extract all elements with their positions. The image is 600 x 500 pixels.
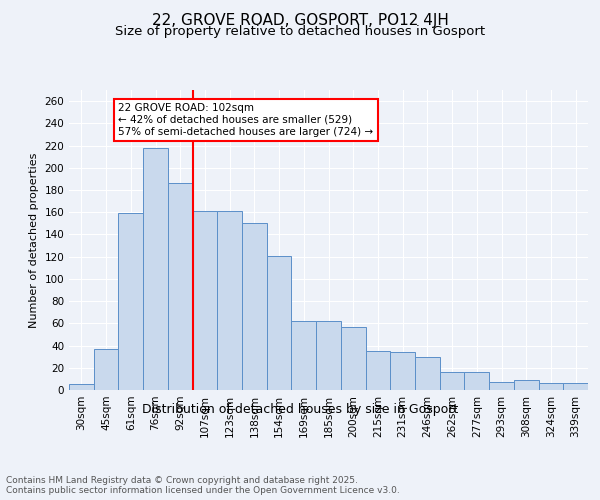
Bar <box>292 321 316 390</box>
Y-axis label: Number of detached properties: Number of detached properties <box>29 152 39 328</box>
Bar <box>143 148 168 390</box>
Text: Distribution of detached houses by size in Gosport: Distribution of detached houses by size … <box>142 402 458 415</box>
Bar <box>168 184 193 390</box>
Bar <box>118 214 143 390</box>
Bar <box>242 224 267 390</box>
Bar <box>539 384 563 390</box>
Bar <box>69 384 94 390</box>
Bar <box>440 372 464 390</box>
Bar <box>217 211 242 390</box>
Bar <box>514 380 539 390</box>
Text: 22 GROVE ROAD: 102sqm
← 42% of detached houses are smaller (529)
57% of semi-det: 22 GROVE ROAD: 102sqm ← 42% of detached … <box>118 104 374 136</box>
Bar <box>267 256 292 390</box>
Bar <box>464 372 489 390</box>
Bar <box>341 326 365 390</box>
Bar <box>365 351 390 390</box>
Bar <box>94 349 118 390</box>
Bar <box>563 384 588 390</box>
Bar <box>390 352 415 390</box>
Text: Contains HM Land Registry data © Crown copyright and database right 2025.
Contai: Contains HM Land Registry data © Crown c… <box>6 476 400 495</box>
Text: Size of property relative to detached houses in Gosport: Size of property relative to detached ho… <box>115 25 485 38</box>
Bar <box>316 321 341 390</box>
Text: 22, GROVE ROAD, GOSPORT, PO12 4JH: 22, GROVE ROAD, GOSPORT, PO12 4JH <box>152 12 448 28</box>
Bar <box>193 211 217 390</box>
Bar <box>489 382 514 390</box>
Bar <box>415 356 440 390</box>
